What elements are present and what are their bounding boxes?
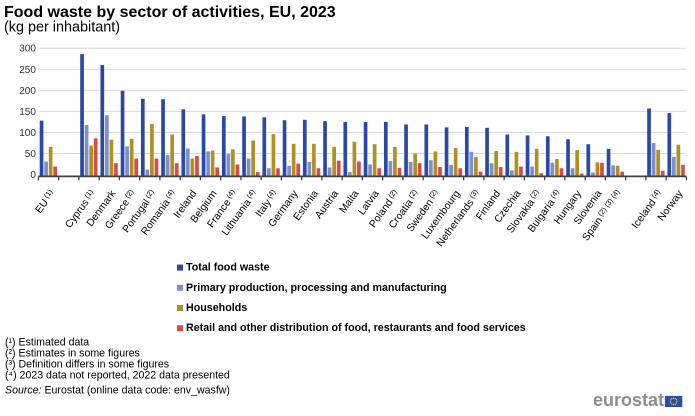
svg-text:250: 250 [19,65,36,76]
svg-text:Households: Households [186,302,247,314]
svg-text:(kg per inhabitant): (kg per inhabitant) [4,19,120,35]
svg-text:(³) Definition differs in some: (³) Definition differs in some figures [5,359,169,371]
svg-text:(⁴) 2023 data not reported, 20: (⁴) 2023 data not reported, 2022 data pr… [5,370,230,382]
svg-text:0: 0 [30,170,36,181]
svg-text:(¹) Estimated data: (¹) Estimated data [5,337,89,349]
svg-text:Primary production, processing: Primary production, processing and manuf… [186,282,447,294]
svg-text:300: 300 [19,44,36,55]
svg-text:Source: Eurostat (online data: Source: Eurostat (online data code: env_… [5,385,230,397]
svg-text:200: 200 [19,86,36,97]
svg-text:Total food waste: Total food waste [186,262,270,274]
svg-text:eurostat: eurostat [593,390,664,410]
svg-text:100: 100 [19,128,36,139]
svg-text:50: 50 [25,149,37,160]
svg-text:Food waste by sector of activi: Food waste by sector of activities, EU, … [4,4,336,21]
svg-text:150: 150 [19,107,36,118]
svg-text:(²) Estimates in some figures: (²) Estimates in some figures [5,348,140,360]
svg-text:Retail and other distribution: Retail and other distribution of food, r… [186,322,526,334]
